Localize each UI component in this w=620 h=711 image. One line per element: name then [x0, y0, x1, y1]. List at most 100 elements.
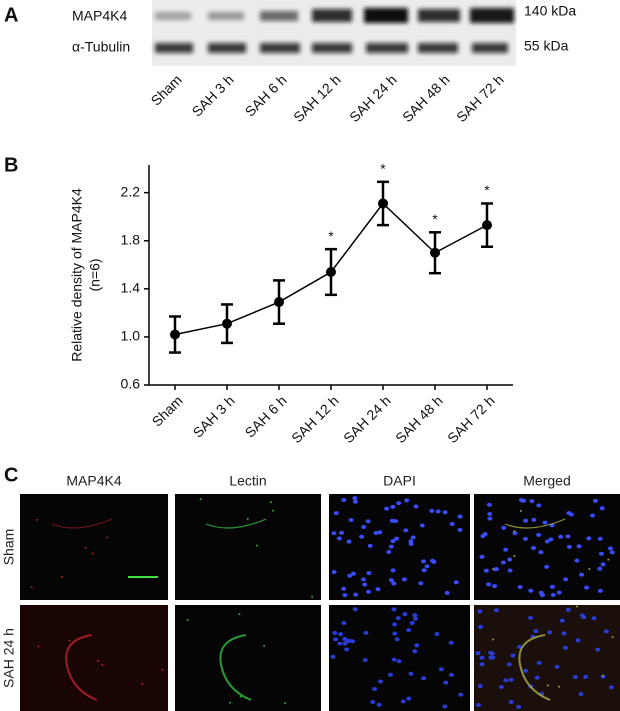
blot-row-label: MAP4K4 [72, 8, 127, 24]
nucleus [563, 577, 569, 582]
nucleus [421, 568, 427, 573]
nucleus [527, 615, 533, 620]
nucleus [590, 513, 596, 518]
vessel-spot [272, 509, 275, 512]
nucleus [512, 531, 518, 536]
nucleus [550, 593, 556, 598]
nucleus [394, 536, 400, 541]
nucleus [390, 504, 396, 509]
panel-letter: C [4, 464, 18, 486]
nucleus [394, 637, 400, 642]
nucleus [353, 592, 359, 597]
micrograph [474, 605, 620, 711]
row-label: SAH 24 h [1, 628, 17, 688]
nucleus [341, 498, 347, 503]
nucleus [477, 609, 483, 614]
nucleus [392, 631, 398, 636]
nucleus [508, 677, 514, 682]
nucleus [419, 523, 425, 528]
nucleus [443, 680, 449, 685]
nucleus [475, 651, 481, 656]
y-tick-label: 1.0 [121, 328, 141, 344]
nucleus [388, 672, 394, 677]
nucleus [599, 506, 605, 511]
nucleus [424, 564, 430, 569]
y-axis-label-sub: (n=6) [87, 258, 103, 291]
nucleus [503, 547, 509, 552]
nucleus [508, 699, 514, 704]
y-tick-label: 1.4 [121, 280, 141, 296]
nucleus [434, 632, 440, 637]
nucleus [393, 519, 399, 524]
micrograph [20, 494, 168, 600]
vessel-spot [229, 701, 232, 704]
micrograph [175, 605, 321, 711]
nucleus [592, 498, 598, 503]
nucleus [584, 585, 590, 590]
nucleus [390, 539, 396, 544]
lane-label: Sham [148, 71, 185, 108]
nucleus [352, 496, 358, 501]
nucleus [581, 615, 587, 620]
nucleus [600, 562, 606, 567]
nucleus [333, 637, 339, 642]
nucleus [476, 702, 482, 707]
nucleus [363, 630, 369, 635]
nucleus [373, 531, 379, 536]
nucleus [507, 568, 513, 573]
nucleus [542, 520, 548, 525]
point [170, 329, 180, 340]
nucleus [338, 632, 344, 637]
nucleus [493, 566, 499, 571]
nucleus [544, 539, 550, 544]
nucleus [479, 662, 485, 667]
vessel-spot [141, 682, 144, 685]
nucleus [600, 674, 606, 679]
vessel-spot [239, 695, 242, 698]
nucleus [391, 607, 397, 612]
vessel-spot [558, 685, 561, 688]
nucleus [386, 549, 392, 554]
nucleus [438, 667, 444, 672]
vessel-spot [255, 544, 258, 547]
nucleus [336, 536, 342, 541]
nucleus [522, 536, 528, 541]
nucleus [547, 630, 553, 635]
nucleus [566, 544, 572, 549]
nucleus [396, 501, 402, 506]
nucleus [534, 675, 540, 680]
nucleus [597, 536, 603, 541]
nucleus [579, 572, 585, 577]
vessel-spot [284, 702, 287, 705]
nucleus [457, 527, 463, 532]
vessel-spot [311, 595, 314, 598]
y-axis-label: Relative density of MAP4K4 [69, 188, 85, 362]
nucleus [528, 588, 534, 593]
nucleus [330, 654, 336, 659]
significance-mark: * [380, 161, 386, 177]
nucleus [361, 577, 367, 582]
nucleus [412, 616, 418, 621]
nucleus [488, 650, 494, 655]
nucleus [586, 536, 592, 541]
nucleus [378, 679, 384, 684]
nucleus [391, 657, 397, 662]
vessel-spot [101, 664, 104, 667]
nucleus [595, 647, 601, 652]
point [222, 318, 232, 329]
band-size: 140 kDa [524, 3, 576, 19]
nucleus [480, 534, 486, 539]
vessel-spot [91, 552, 94, 555]
nucleus [362, 658, 368, 663]
vessel-spot [246, 517, 249, 520]
nucleus [341, 586, 347, 591]
nucleus [453, 580, 459, 585]
vessel-spot [238, 613, 241, 616]
nucleus [408, 541, 414, 546]
nucleus [538, 550, 544, 555]
nucleus [458, 692, 464, 697]
nucleus [516, 704, 522, 709]
nucleus [576, 544, 582, 549]
x-tick-label: SAH 6 h [242, 392, 290, 440]
